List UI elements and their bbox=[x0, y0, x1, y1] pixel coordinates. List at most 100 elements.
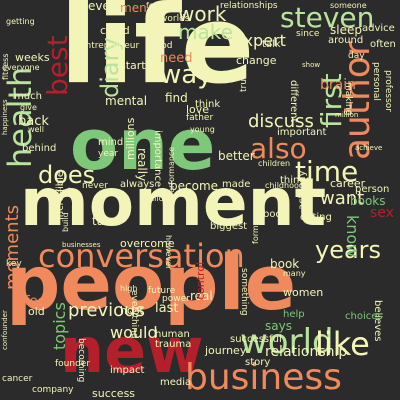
word-also: also bbox=[250, 132, 307, 165]
word-does: does bbox=[38, 161, 96, 189]
word-best: best bbox=[41, 35, 74, 96]
word-getting: getting bbox=[6, 17, 35, 26]
word-successful: successful bbox=[230, 334, 282, 345]
word-million: million bbox=[335, 111, 359, 119]
word-well: well bbox=[28, 125, 44, 134]
word-many: many bbox=[283, 269, 306, 278]
word-sleep: sleep bbox=[330, 23, 362, 37]
word-day: day bbox=[348, 51, 365, 61]
word-childhood: childhood bbox=[265, 181, 304, 190]
word-years: years bbox=[315, 236, 382, 264]
word-topics: topics bbox=[50, 302, 69, 350]
word-mind: mind bbox=[98, 137, 124, 148]
word-work: work bbox=[178, 2, 227, 26]
word-human: human bbox=[155, 329, 190, 340]
word-show: show bbox=[302, 61, 321, 69]
word-since: since bbox=[296, 29, 320, 39]
word-world: world bbox=[240, 322, 334, 362]
word-one: one bbox=[70, 104, 216, 186]
word-think: think bbox=[195, 99, 221, 110]
word-moment: moment bbox=[20, 164, 327, 241]
word-young: young bbox=[190, 125, 215, 134]
word-change: change bbox=[236, 54, 277, 67]
word-new: new bbox=[60, 314, 204, 387]
word-impact: impact bbox=[110, 365, 145, 376]
word-food: food bbox=[146, 1, 164, 10]
word-brain: brain bbox=[320, 77, 356, 93]
word-story: story bbox=[245, 357, 271, 368]
word-time: time bbox=[295, 155, 359, 188]
word-good: good bbox=[150, 41, 173, 51]
word-someone: someone bbox=[330, 1, 367, 10]
word-sex: sex bbox=[370, 205, 394, 221]
word-talk: talk bbox=[262, 39, 281, 50]
word-control: control bbox=[194, 261, 207, 300]
word-body: body bbox=[263, 209, 288, 220]
word-host: host bbox=[120, 304, 144, 317]
word-better: better bbox=[218, 149, 255, 163]
word-ever: ever bbox=[88, 0, 115, 13]
word-way: way bbox=[160, 60, 213, 90]
word-says: says bbox=[265, 319, 292, 333]
word-need: need bbox=[160, 51, 193, 66]
word-much: much bbox=[14, 91, 42, 102]
word-children: children bbox=[258, 159, 291, 168]
word-company: company bbox=[32, 385, 74, 395]
word-back: back bbox=[18, 114, 49, 129]
word-know: know bbox=[343, 215, 362, 258]
word-like: like bbox=[315, 325, 370, 363]
word-take: take bbox=[92, 214, 118, 228]
word-entrepreneur: entrepreneur bbox=[80, 41, 140, 51]
word-real: real bbox=[190, 289, 213, 303]
word-would: would bbox=[110, 323, 158, 342]
word-always: always bbox=[120, 179, 155, 190]
word-really: really bbox=[135, 148, 149, 182]
word-year: year bbox=[98, 149, 119, 159]
word-building: building bbox=[144, 194, 177, 203]
word-cancer: cancer bbox=[2, 374, 33, 384]
word-love: love bbox=[186, 103, 210, 116]
word-biggest: biggest bbox=[210, 221, 248, 232]
word-behind: behind bbox=[22, 143, 57, 154]
word-business: business bbox=[185, 357, 342, 398]
word-expert: expert bbox=[234, 31, 286, 50]
word-never: never bbox=[82, 181, 108, 191]
word-media: media bbox=[160, 377, 192, 388]
word-weeks: weeks bbox=[15, 51, 50, 64]
word-success: success bbox=[92, 387, 136, 400]
word-key: key bbox=[6, 259, 22, 269]
word-performance: performance bbox=[167, 146, 176, 198]
word-personal: personal bbox=[371, 62, 381, 101]
word-steven: steven bbox=[280, 1, 375, 34]
word-trauma: trauma bbox=[155, 339, 192, 350]
word-become: become bbox=[170, 179, 219, 193]
word-build: build bbox=[61, 212, 70, 232]
word-people: people bbox=[6, 238, 297, 327]
word-importance: importance bbox=[152, 130, 163, 188]
word-everyone: everyone bbox=[2, 63, 40, 72]
word-career: career bbox=[330, 177, 366, 190]
word-life: life bbox=[60, 0, 255, 108]
word-power: power bbox=[162, 294, 190, 304]
word-choices: choices bbox=[345, 311, 383, 322]
word-previous: previous bbox=[68, 300, 145, 321]
word-different: different bbox=[288, 80, 299, 123]
word-happiness: happiness bbox=[1, 99, 9, 135]
word-old: old bbox=[28, 305, 45, 318]
word-last: last bbox=[155, 301, 179, 316]
word-future: future bbox=[148, 286, 176, 296]
word-founder: founder bbox=[55, 359, 91, 369]
word-father: father bbox=[186, 113, 214, 123]
word-however: however bbox=[164, 235, 173, 270]
word-men: men bbox=[120, 1, 147, 15]
word-worlds: worlds bbox=[160, 14, 190, 24]
word-high: high bbox=[120, 284, 138, 293]
word-former: former bbox=[251, 217, 260, 244]
word-help: help bbox=[283, 309, 305, 320]
word-mental: mental bbox=[105, 94, 148, 108]
word-books: books bbox=[350, 194, 386, 208]
word-made: made bbox=[222, 179, 251, 190]
word-make: make bbox=[178, 20, 233, 44]
word-want: want bbox=[320, 188, 365, 209]
word-millions: millions bbox=[124, 117, 137, 160]
